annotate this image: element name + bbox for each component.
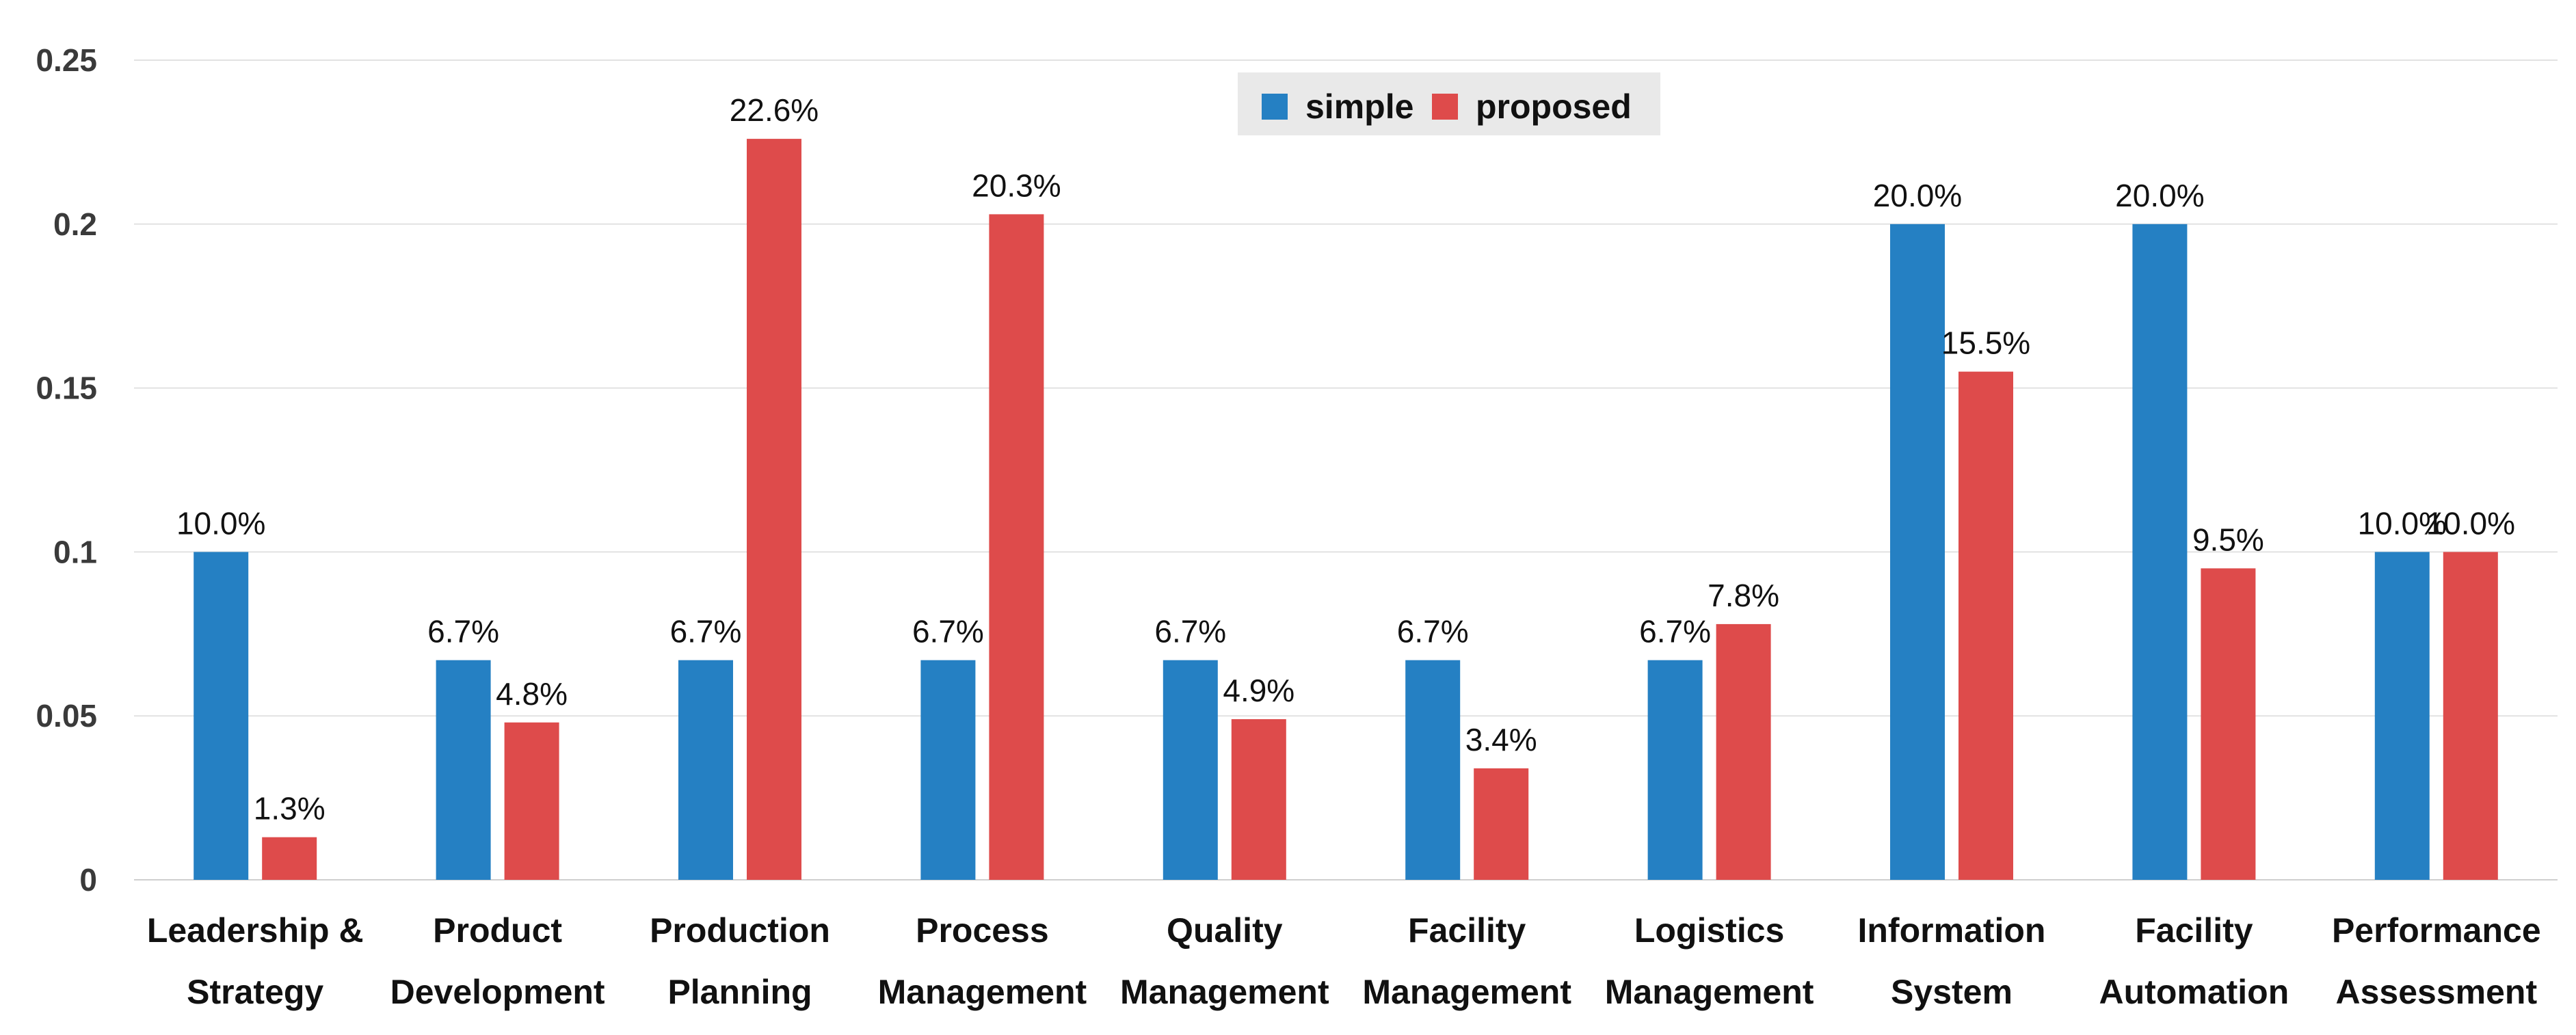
y-tick-label: 0.05 xyxy=(36,698,97,734)
bar-proposed xyxy=(2443,552,2498,880)
bar-simple xyxy=(2132,224,2188,880)
bar-simple xyxy=(920,660,976,880)
x-tick-label: Management xyxy=(1120,973,1329,1011)
bar-simple xyxy=(1647,660,1703,880)
data-label-simple: 6.7% xyxy=(1154,614,1226,649)
bar-proposed xyxy=(747,139,801,880)
y-axis: 0 0.05 0.1 0.15 0.2 0.25 xyxy=(36,42,97,898)
data-label-simple: 6.7% xyxy=(1397,614,1469,649)
y-tick-label: 0.15 xyxy=(36,371,97,406)
bar-proposed xyxy=(262,837,317,880)
x-tick-label: System xyxy=(1891,973,2013,1011)
data-label-simple: 6.7% xyxy=(670,614,742,649)
data-label-simple: 6.7% xyxy=(912,614,984,649)
x-tick-label: Information xyxy=(1858,911,2046,950)
data-label-proposed: 7.8% xyxy=(1708,578,1779,613)
bar-simple xyxy=(194,552,249,880)
x-tick-label: Leadership & xyxy=(147,911,364,950)
x-tick-label: Assessment xyxy=(2335,973,2537,1011)
data-label-simple: 10.0% xyxy=(2358,505,2447,541)
x-tick-label: Production xyxy=(650,911,830,950)
bar-simple xyxy=(678,660,733,880)
bar-simple xyxy=(1890,224,1945,880)
y-tick-label: 0 xyxy=(79,862,97,898)
data-label-simple: 20.0% xyxy=(1873,178,1962,213)
data-label-proposed: 15.5% xyxy=(1941,325,2030,361)
y-tick-label: 0.25 xyxy=(36,42,97,78)
bar-simple xyxy=(1163,660,1218,880)
bar-proposed xyxy=(2201,568,2256,880)
bar-proposed xyxy=(989,214,1044,880)
x-tick-label: Process xyxy=(916,911,1049,950)
bar-simple xyxy=(436,660,491,880)
x-tick-label: Facility xyxy=(2135,911,2253,950)
bar-proposed xyxy=(1231,718,1286,880)
data-label-simple: 10.0% xyxy=(176,505,265,541)
x-tick-label: Quality xyxy=(1167,911,1283,950)
x-tick-label: Facility xyxy=(1408,911,1526,950)
data-label-proposed: 3.4% xyxy=(1465,722,1537,757)
data-label-simple: 6.7% xyxy=(427,614,499,649)
x-axis: Leadership & Strategy Product Development Pr… xyxy=(147,911,2541,1011)
data-label-proposed: 4.9% xyxy=(1223,673,1294,708)
x-tick-label: Performance xyxy=(2332,911,2541,950)
x-tick-label: Development xyxy=(390,973,605,1011)
data-label-simple: 6.7% xyxy=(1639,614,1711,649)
legend-label-simple: simple xyxy=(1305,88,1413,126)
bar-simple xyxy=(1405,660,1461,880)
x-tick-label: Product xyxy=(433,911,562,950)
legend-swatch-proposed xyxy=(1432,94,1458,120)
data-label-proposed: 1.3% xyxy=(254,791,326,826)
bar-proposed xyxy=(504,722,559,880)
data-labels: 10.0% 1.3% 6.7% 4.8% 6.7% 22.6% 6.7% 20.3% 6.7% 4… xyxy=(176,92,2515,826)
x-tick-label: Automation xyxy=(2099,973,2289,1011)
data-label-proposed: 22.6% xyxy=(730,92,819,128)
data-label-proposed: 10.0% xyxy=(2426,505,2515,541)
bar-proposed xyxy=(1958,371,2013,880)
bar-proposed xyxy=(1716,623,1771,880)
legend-swatch-simple xyxy=(1262,94,1288,120)
x-tick-label: Planning xyxy=(667,973,812,1011)
bar-simple xyxy=(2374,552,2430,880)
legend: simple proposed xyxy=(1238,72,1660,135)
x-tick-label: Strategy xyxy=(187,973,323,1011)
x-tick-label: Management xyxy=(1605,973,1814,1011)
x-tick-label: Management xyxy=(878,973,1087,1011)
x-tick-label: Logistics xyxy=(1634,911,1784,950)
y-tick-label: 0.2 xyxy=(53,206,97,242)
y-tick-label: 0.1 xyxy=(53,534,97,569)
bar-proposed xyxy=(1474,768,1529,880)
data-label-proposed: 4.8% xyxy=(496,676,568,712)
bars xyxy=(194,139,2498,880)
data-label-proposed: 20.3% xyxy=(972,167,1061,203)
data-label-proposed: 9.5% xyxy=(2192,522,2264,557)
x-tick-label: Management xyxy=(1362,973,1571,1011)
legend-label-proposed: proposed xyxy=(1476,88,1632,126)
data-label-simple: 20.0% xyxy=(2115,178,2204,213)
